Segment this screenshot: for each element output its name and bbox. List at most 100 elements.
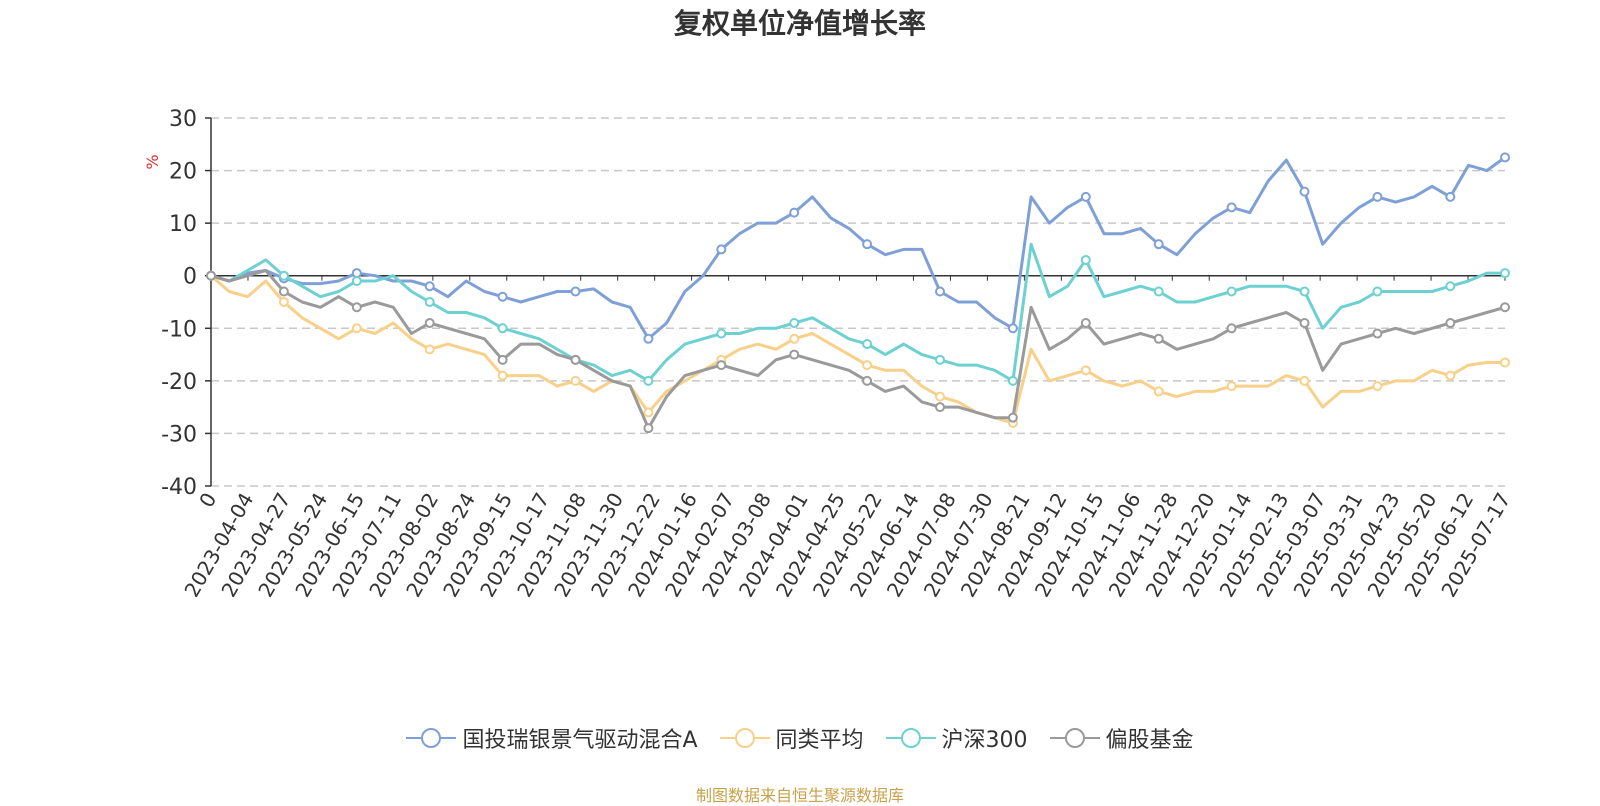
series-0-point — [1372, 191, 1383, 202]
series-0-point — [424, 281, 435, 292]
axis-layer: 3020100-10-20-30-4002023-04-042023-04-27… — [161, 107, 1515, 601]
series-0-point — [1007, 323, 1018, 334]
series-2-point — [1299, 286, 1310, 297]
series-line-0 — [209, 155, 1507, 341]
legend: 国投瑞银景气驱动混合A 同类平均 沪深300 偏股基金 — [0, 722, 1600, 754]
series-1-point — [1226, 381, 1237, 392]
series-2-point — [643, 375, 654, 386]
series-3-point — [1226, 323, 1237, 334]
legend-marker-icon — [1049, 728, 1100, 748]
series-0-point — [862, 239, 873, 250]
series-0-point — [351, 268, 362, 279]
series-3-point — [1007, 412, 1018, 423]
series-3-point — [497, 354, 508, 365]
legend-item[interactable]: 国投瑞银景气驱动混合A — [406, 722, 698, 754]
series-3-point — [278, 286, 289, 297]
y-axis-label: % — [143, 154, 162, 169]
y-tick-label: 10 — [169, 212, 197, 237]
series-2-point — [1500, 268, 1510, 279]
series-0-point — [570, 286, 581, 297]
y-tick-label: -20 — [161, 370, 197, 395]
series-1-point — [1153, 386, 1164, 397]
series-2-point — [1007, 375, 1018, 386]
series-0-point — [1299, 186, 1310, 197]
series-3-point — [1080, 318, 1091, 329]
grid-layer — [211, 117, 1505, 487]
series-0-point — [1445, 191, 1456, 202]
series-3-point — [862, 375, 873, 386]
series-0-point — [1500, 152, 1510, 163]
legend-item[interactable]: 偏股基金 — [1049, 722, 1194, 754]
series-0-point — [716, 244, 727, 255]
series-0-point — [1226, 202, 1237, 213]
series-3-point — [789, 349, 800, 360]
series-0-point — [1153, 239, 1164, 250]
series-0-point — [497, 291, 508, 302]
y-tick-label: 0 — [183, 265, 197, 290]
series-3-point — [1153, 333, 1164, 344]
legend-marker-icon — [406, 728, 457, 748]
y-tick-label: 20 — [169, 160, 197, 185]
series-0-point — [1080, 191, 1091, 202]
y-tick-label: -40 — [161, 475, 197, 500]
series-line-3 — [209, 269, 1507, 430]
series-2-point — [278, 270, 289, 281]
series-2-point — [424, 297, 435, 307]
series-1-point — [1080, 365, 1091, 376]
series-1-point — [1372, 381, 1383, 392]
series-1-point — [1445, 370, 1456, 381]
series-1-point — [862, 360, 873, 371]
series-0-point — [935, 286, 946, 297]
series-3-point — [424, 318, 435, 329]
series-3-point — [351, 302, 362, 313]
y-tick-label: 30 — [169, 107, 197, 132]
series-0-point — [789, 207, 800, 218]
series-layer — [206, 152, 1510, 434]
series-1-point — [570, 375, 581, 386]
series-2-point — [1080, 254, 1091, 265]
series-1-point — [643, 407, 654, 418]
series-1-point — [935, 391, 946, 402]
series-3-point — [570, 354, 581, 365]
series-2-point — [1372, 286, 1383, 297]
series-3-point — [1372, 328, 1383, 339]
legend-item[interactable]: 沪深300 — [885, 722, 1028, 754]
series-3-point — [1500, 302, 1510, 313]
legend-marker-icon — [885, 728, 936, 748]
series-3-point — [643, 423, 654, 434]
series-2-point — [1445, 281, 1456, 292]
series-2-point — [789, 318, 800, 329]
series-1-point — [424, 344, 435, 355]
series-2-point — [1153, 286, 1164, 297]
series-2-point — [497, 323, 508, 334]
series-2-point — [716, 328, 727, 339]
series-1-point — [789, 333, 800, 344]
series-line-1 — [209, 274, 1507, 425]
legend-label: 同类平均 — [775, 728, 864, 753]
series-3-point — [935, 402, 946, 413]
series-2-point — [1226, 286, 1237, 297]
x-tick-label: 0 — [194, 489, 221, 512]
series-1-point — [497, 370, 508, 381]
legend-label: 国投瑞银景气驱动混合A — [462, 728, 698, 753]
series-1-point — [1299, 375, 1310, 386]
series-2-point — [935, 354, 946, 365]
legend-marker-icon — [719, 728, 770, 748]
legend-label: 沪深300 — [941, 728, 1028, 753]
series-3-point — [716, 360, 727, 371]
y-tick-label: -10 — [161, 317, 197, 342]
source-note: 制图数据来自恒生聚源数据库 — [695, 786, 904, 805]
series-3-point — [206, 270, 216, 281]
series-2-point — [862, 339, 873, 350]
legend-item[interactable]: 同类平均 — [719, 722, 864, 754]
y-tick-label: -30 — [161, 422, 197, 447]
legend-label: 偏股基金 — [1105, 728, 1194, 753]
series-0-point — [643, 333, 654, 344]
series-1-point — [1500, 357, 1510, 368]
series-3-point — [1299, 318, 1310, 329]
series-3-point — [1445, 318, 1456, 329]
chart-title: 复权单位净值增长率 — [673, 7, 926, 40]
series-2-point — [351, 275, 362, 286]
series-1-point — [278, 297, 289, 307]
